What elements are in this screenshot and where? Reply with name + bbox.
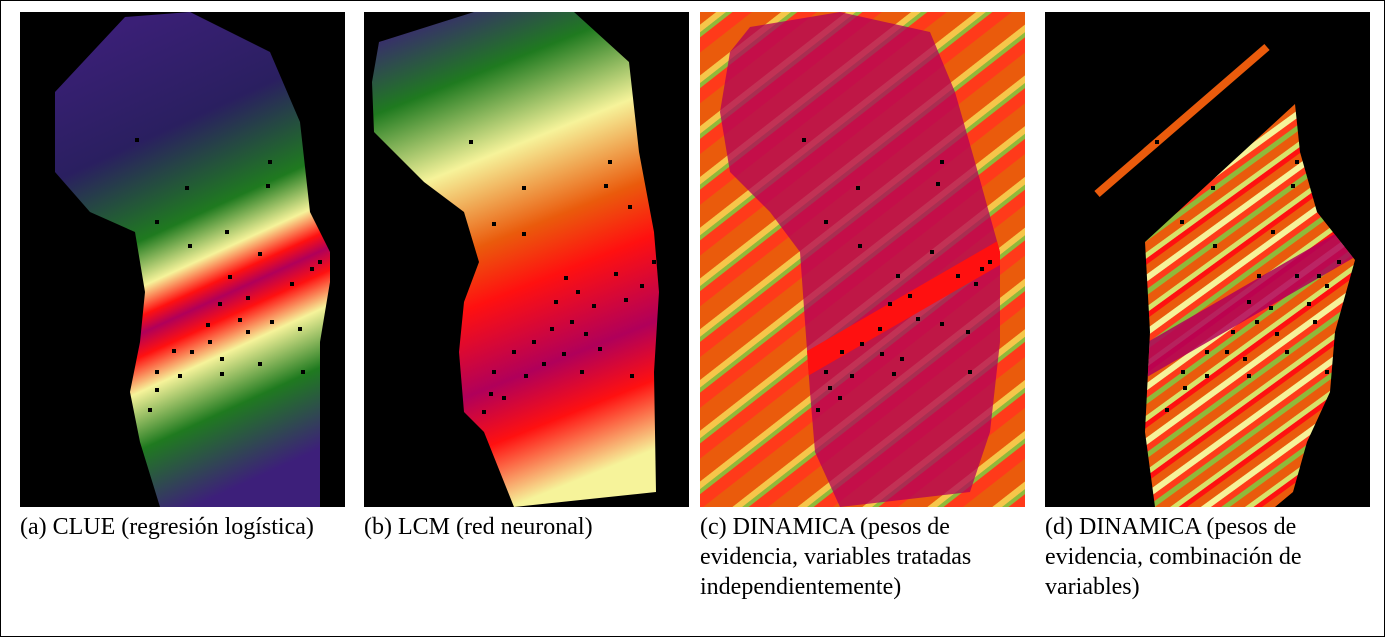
table-border-top <box>0 0 1385 1</box>
map-c-svg <box>700 12 1025 507</box>
map-panel-d <box>1045 12 1370 507</box>
map-b-points <box>469 140 656 414</box>
map-a-region <box>55 12 330 507</box>
map-a-points <box>135 138 322 412</box>
map-b-svg <box>372 12 659 507</box>
caption-b: (b) LCM (red neuronal) <box>364 514 593 540</box>
caption-d: (d) DINAMICA (pesos de evidencia, combin… <box>1045 514 1302 600</box>
map-d-region <box>1145 104 1355 507</box>
map-a-svg <box>55 12 330 507</box>
caption-c: (c) DINAMICA (pesos de evidencia, variab… <box>700 514 972 600</box>
map-panel-c <box>700 12 1025 507</box>
map-d-points <box>1155 140 1341 412</box>
map-b-region <box>372 12 659 507</box>
map-c-points <box>802 138 992 412</box>
map-panel-b <box>364 12 689 507</box>
map-d-svg <box>1094 43 1355 507</box>
table-border-left <box>0 0 1 637</box>
map-panel-a <box>20 12 345 507</box>
map-d-linear-feature <box>1094 43 1270 198</box>
caption-a: (a) CLUE (regresión logística) <box>20 514 314 540</box>
